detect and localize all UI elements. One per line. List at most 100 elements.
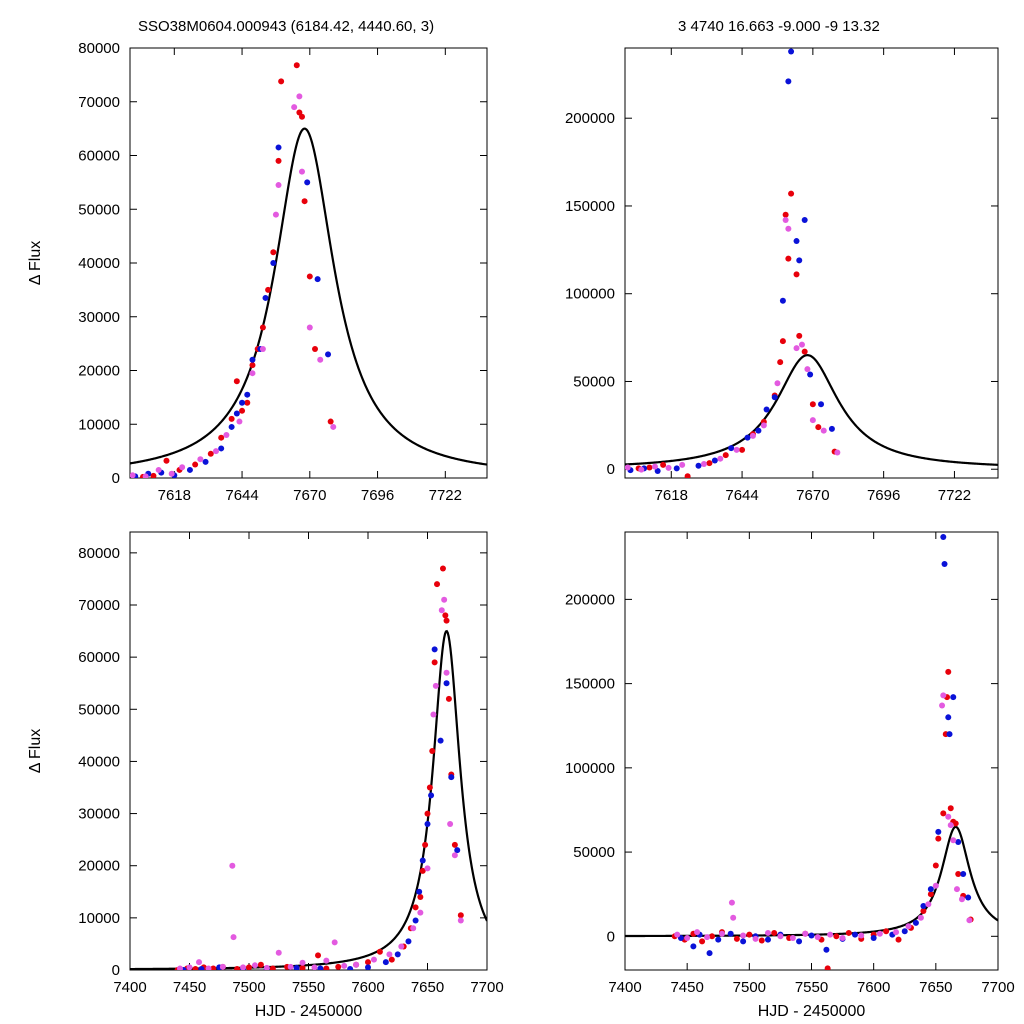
data-point-red <box>733 935 740 942</box>
x-tick-label: 7450 <box>173 979 206 996</box>
data-point-blue <box>249 356 256 363</box>
data-point-red <box>777 359 784 366</box>
plot-frame <box>129 47 488 479</box>
x-tick-label: 7600 <box>351 979 384 996</box>
data-point-blue <box>796 257 803 264</box>
data-point-blue <box>771 394 778 401</box>
data-point-violet <box>296 93 303 100</box>
data-point-blue <box>405 938 412 945</box>
data-point-violet <box>793 345 800 352</box>
x-tick-label: 7696 <box>867 487 900 504</box>
data-point-violet <box>275 182 282 189</box>
y-tick-label: 0 <box>112 962 120 979</box>
data-point-red <box>782 211 789 218</box>
data-point-violet <box>410 925 417 932</box>
data-point-blue <box>870 934 877 941</box>
data-point-blue <box>852 931 859 938</box>
data-point-blue <box>945 714 952 721</box>
data-point-violet <box>827 931 834 938</box>
data-point-violet <box>263 964 270 970</box>
x-tick-label: 7550 <box>795 979 828 996</box>
data-point-violet <box>330 423 337 430</box>
data-point-blue <box>431 646 438 653</box>
data-point-violet <box>785 225 792 232</box>
data-point-red <box>249 362 256 369</box>
data-point-red <box>207 450 214 457</box>
data-point-red <box>233 378 240 385</box>
x-tick-label: 7500 <box>232 979 265 996</box>
x-tick-label: 7618 <box>655 487 688 504</box>
data-point-blue <box>365 964 371 970</box>
data-point-violet <box>939 702 946 709</box>
data-point-violet <box>430 711 437 718</box>
y-tick-label: 30000 <box>78 309 120 326</box>
data-point-red <box>301 198 308 205</box>
data-point-blue <box>764 936 771 943</box>
data-point-red <box>739 446 746 453</box>
data-point-blue <box>711 457 718 464</box>
y-tick-label: 0 <box>607 461 615 478</box>
data-point-red <box>296 109 303 116</box>
data-point-blue <box>239 399 246 406</box>
data-point-violet <box>905 923 912 930</box>
data-point-red <box>275 157 282 164</box>
data-point-blue <box>740 938 747 945</box>
data-point-blue <box>394 951 401 958</box>
x-axis-label: HJD - 2450000 <box>758 1003 866 1020</box>
data-point-red <box>457 912 464 919</box>
data-point-red <box>270 249 277 256</box>
data-point-red <box>952 820 959 827</box>
plot-area <box>130 565 487 970</box>
x-tick-label: 7700 <box>981 979 1014 996</box>
data-point-red <box>920 908 927 915</box>
x-tick-label: 7650 <box>919 979 952 996</box>
data-point-violet <box>432 682 439 689</box>
data-point-red <box>265 286 272 293</box>
data-point-red <box>315 952 322 959</box>
data-point-blue <box>763 406 770 413</box>
x-tick-label: 7644 <box>725 487 758 504</box>
data-point-violet <box>236 418 243 425</box>
y-tick-label: 10000 <box>78 416 120 433</box>
data-point-violet <box>291 104 298 111</box>
data-point-violet <box>275 949 282 956</box>
data-point-red <box>298 113 305 120</box>
plot-area <box>130 62 487 478</box>
data-point-violet <box>764 929 771 936</box>
y-axis-label: Δ Flux <box>27 729 44 773</box>
data-point-blue <box>935 828 942 835</box>
data-point-violet <box>625 464 631 471</box>
panel-bottom-right: 7400 7450 7500 7550 7600 7650 7700 0 50000 100000… <box>565 531 1015 1020</box>
data-point-violet <box>730 914 737 921</box>
data-point-violet <box>858 932 865 939</box>
panels: 7618 7644 7670 7696 7722 0 10000 20000 30000 4000… <box>27 40 1015 1020</box>
data-point-violet <box>223 432 230 438</box>
data-point-blue <box>946 731 953 738</box>
data-point-violet <box>155 466 162 473</box>
data-point-blue <box>428 792 435 799</box>
data-point-blue <box>314 276 321 283</box>
data-point-red <box>163 457 170 464</box>
data-point-blue <box>920 902 927 909</box>
data-point-red <box>210 965 217 970</box>
y-tick-label: 100000 <box>565 760 615 777</box>
data-point-violet <box>940 692 947 699</box>
data-point-red <box>269 965 276 970</box>
data-point-violet <box>205 965 212 970</box>
data-point-violet <box>353 961 360 968</box>
data-point-violet <box>760 422 767 429</box>
data-point-blue <box>448 774 455 781</box>
data-point-red <box>788 190 795 197</box>
data-point-red <box>443 617 450 624</box>
data-point-violet <box>809 417 816 424</box>
y-tick-label: 70000 <box>78 597 120 614</box>
data-point-violet <box>298 168 305 175</box>
data-point-blue <box>304 179 311 186</box>
data-point-red <box>376 948 383 955</box>
data-point-red <box>660 461 667 468</box>
data-point-blue <box>673 465 680 472</box>
data-point-blue <box>419 857 426 864</box>
data-point-blue <box>828 425 835 432</box>
data-point-red <box>833 933 840 940</box>
data-point-violet <box>443 669 450 676</box>
